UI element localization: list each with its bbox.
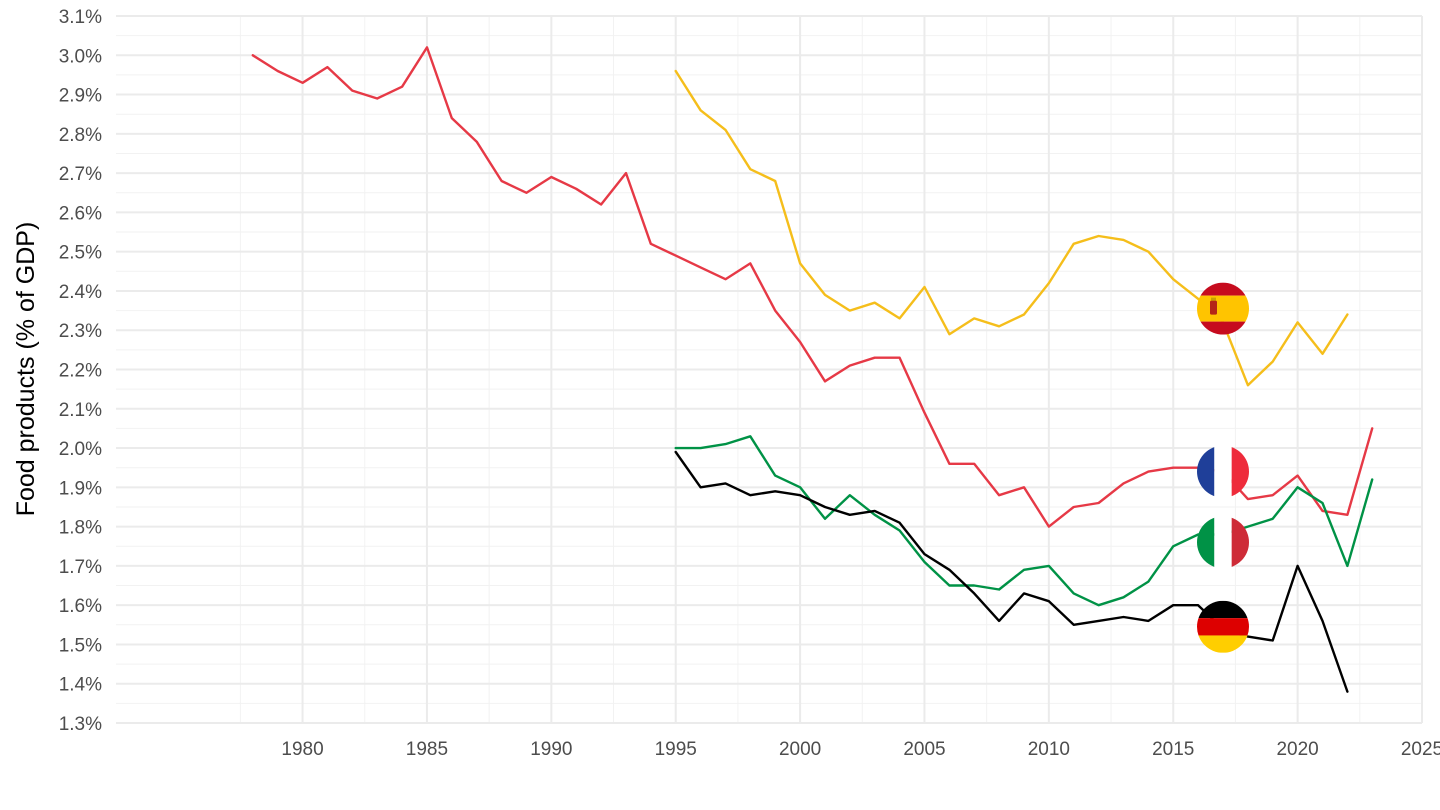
y-tick-label: 2.8%: [59, 125, 102, 146]
y-tick-label: 3.0%: [59, 46, 102, 67]
x-tick-label: 2015: [1152, 739, 1194, 760]
x-axis: 1980 1985 1990 1995 2000 2005 2010 2015 2020 2025: [281, 739, 1440, 760]
y-tick-label: 1.9%: [59, 478, 102, 499]
series-line-italy: [674, 435, 1374, 607]
italy-flag-icon: [1197, 516, 1249, 569]
y-tick-label: 2.3%: [59, 321, 102, 342]
series-line-france: [251, 46, 1374, 528]
y-tick-label: 2.0%: [59, 439, 102, 460]
y-tick-label: 1.4%: [59, 675, 102, 696]
y-tick-label: 2.6%: [59, 203, 102, 224]
series-line-spain: [674, 69, 1349, 387]
x-tick-label: 1995: [655, 739, 697, 760]
x-tick-label: 2025: [1401, 739, 1440, 760]
y-axis-title: Food products (% of GDP): [12, 222, 40, 517]
y-tick-label: 2.1%: [59, 400, 102, 421]
x-tick-label: 1985: [406, 739, 448, 760]
y-tick-label: 3.1%: [59, 7, 102, 28]
y-tick-label: 1.3%: [59, 714, 102, 735]
y-tick-label: 2.2%: [59, 361, 102, 382]
y-tick-label: 2.9%: [59, 86, 102, 107]
y-tick-label: 1.6%: [59, 596, 102, 617]
spain-flag-icon: [1197, 282, 1249, 335]
series-layer: [251, 46, 1374, 693]
y-axis: 1.3% 1.4% 1.5% 1.6% 1.7% 1.8% 1.9% 2.0% 2.1% 2.2%…: [59, 7, 102, 735]
y-tick-label: 1.5%: [59, 635, 102, 656]
y-tick-label: 2.4%: [59, 282, 102, 303]
germany-flag-icon: [1197, 600, 1249, 653]
x-tick-label: 2005: [903, 739, 945, 760]
x-tick-label: 2010: [1028, 739, 1070, 760]
y-tick-label: 1.8%: [59, 518, 102, 539]
y-tick-label: 2.5%: [59, 243, 102, 264]
grid-lines: [116, 15, 1423, 724]
y-tick-label: 1.7%: [59, 557, 102, 578]
flag-markers: [1197, 282, 1249, 653]
france-flag-icon: [1197, 445, 1249, 498]
x-tick-label: 1990: [530, 739, 572, 760]
y-tick-label: 2.7%: [59, 164, 102, 185]
x-tick-label: 1980: [281, 739, 323, 760]
x-tick-label: 2000: [779, 739, 821, 760]
x-tick-label: 2020: [1276, 739, 1318, 760]
